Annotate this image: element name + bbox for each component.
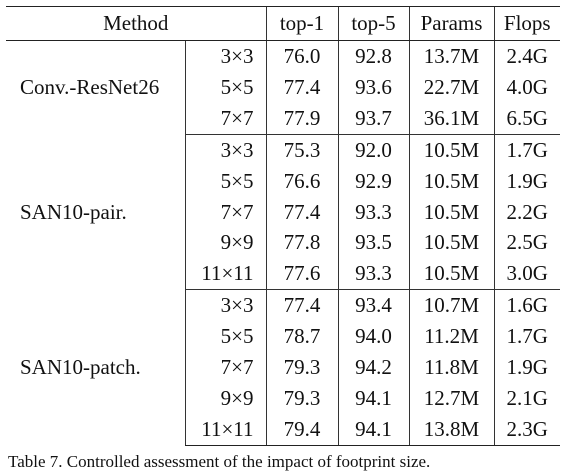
top1-cell: 77.8 xyxy=(265,227,339,259)
flops-cell: 2.2G xyxy=(493,196,561,228)
kernel-size-cell: 9×9 xyxy=(184,227,267,259)
header-flops: Flops xyxy=(493,6,561,41)
table-body: Conv.-ResNet26 3×3 76.0 92.8 13.7M 2.4G 5×5 77.… xyxy=(6,40,561,446)
flops-cell: 1.6G xyxy=(493,289,561,322)
header-top5: top-5 xyxy=(337,6,410,41)
top5-cell: 94.2 xyxy=(337,352,410,383)
params-cell: 10.5M xyxy=(408,134,495,166)
table-row: Conv.-ResNet26 3×3 76.0 92.8 13.7M 2.4G xyxy=(6,40,561,99)
top5-cell: 93.5 xyxy=(337,227,410,259)
top5-cell: 93.6 xyxy=(337,71,410,103)
flops-cell: 4.0G xyxy=(493,71,561,103)
table-row: SAN10-patch. 3×3 77.4 93.4 10.7M 1.6G xyxy=(6,289,561,379)
table-row: 9×9 77.8 93.5 10.5M 2.5G xyxy=(6,227,561,259)
table-row: 11×11 79.4 94.1 13.8M 2.3G xyxy=(6,413,561,446)
table-row: 5×5 76.6 92.9 10.5M 1.9G xyxy=(6,165,561,197)
flops-cell: 1.7G xyxy=(493,134,561,166)
top1-cell: 79.4 xyxy=(265,413,339,446)
flops-cell: 2.3G xyxy=(493,413,561,446)
kernel-size-cell: 5×5 xyxy=(184,71,267,103)
top5-cell: 92.9 xyxy=(337,165,410,197)
kernel-size-cell: 7×7 xyxy=(184,102,267,135)
params-cell: 13.8M xyxy=(408,413,495,446)
flops-cell: 2.4G xyxy=(493,40,561,72)
params-cell: 12.7M xyxy=(408,382,495,414)
top5-cell: 92.0 xyxy=(337,134,410,166)
header-params: Params xyxy=(408,6,495,41)
header-row: Method top-1 top-5 Params Flops xyxy=(6,6,561,41)
top5-cell: 94.1 xyxy=(337,413,410,446)
kernel-size-cell: 11×11 xyxy=(184,413,267,446)
method-name-cell: Conv.-ResNet26 xyxy=(20,75,160,100)
table-row: 5×5 78.7 94.0 11.2M 1.7G xyxy=(6,321,561,353)
top1-cell: 79.3 xyxy=(265,382,339,414)
table-row: 7×7 77.4 93.3 10.5M 2.2G xyxy=(6,196,561,228)
top1-cell: 76.6 xyxy=(265,165,339,197)
top1-cell: 76.0 xyxy=(265,40,339,72)
table-caption: Table 7. Controlled assessment of the im… xyxy=(8,452,431,471)
top5-cell: 93.3 xyxy=(337,258,410,291)
params-cell: 22.7M xyxy=(408,71,495,103)
params-cell: 10.5M xyxy=(408,227,495,259)
kernel-size-cell: 11×11 xyxy=(184,258,267,291)
params-cell: 36.1M xyxy=(408,102,495,135)
top1-cell: 77.6 xyxy=(265,258,339,291)
flops-cell: 2.5G xyxy=(493,227,561,259)
table-row: 7×7 77.9 93.7 36.1M 6.5G xyxy=(6,102,561,135)
kernel-size-cell: 9×9 xyxy=(184,382,267,414)
flops-cell: 3.0G xyxy=(493,258,561,291)
params-cell: 10.5M xyxy=(408,165,495,197)
params-cell: 13.7M xyxy=(408,40,495,72)
flops-cell: 1.9G xyxy=(493,352,561,383)
params-cell: 11.2M xyxy=(408,321,495,353)
kernel-size-cell: 3×3 xyxy=(184,40,267,72)
header-top1: top-1 xyxy=(265,6,339,41)
kernel-size-cell: 3×3 xyxy=(184,134,267,166)
params-cell: 10.7M xyxy=(408,289,495,322)
top1-cell: 75.3 xyxy=(265,134,339,166)
top5-cell: 93.4 xyxy=(337,289,410,322)
params-cell: 11.8M xyxy=(408,352,495,383)
top5-cell: 93.7 xyxy=(337,102,410,135)
kernel-size-cell: 3×3 xyxy=(184,289,267,322)
top1-cell: 77.4 xyxy=(265,289,339,322)
top5-cell: 93.3 xyxy=(337,196,410,228)
table-row: 7×7 79.3 94.2 11.8M 1.9G xyxy=(6,352,561,383)
kernel-size-cell: 5×5 xyxy=(184,321,267,353)
results-table: Method top-1 top-5 Params Flops Conv.-Re… xyxy=(6,6,561,446)
table-row: 11×11 77.6 93.3 10.5M 3.0G xyxy=(6,258,561,291)
params-cell: 10.5M xyxy=(408,258,495,291)
table-row: 5×5 77.4 93.6 22.7M 4.0G xyxy=(6,71,561,103)
table-row: SAN10-pair. 3×3 75.3 92.0 10.5M 1.7G xyxy=(6,134,561,224)
top1-cell: 77.4 xyxy=(265,71,339,103)
method-name-cell: SAN10-patch. xyxy=(20,355,141,380)
flops-cell: 2.1G xyxy=(493,382,561,414)
flops-cell: 1.7G xyxy=(493,321,561,353)
kernel-size-cell: 7×7 xyxy=(184,196,267,228)
kernel-size-cell: 7×7 xyxy=(184,352,267,383)
top5-cell: 94.1 xyxy=(337,382,410,414)
method-name-cell: SAN10-pair. xyxy=(20,199,127,224)
flops-cell: 1.9G xyxy=(493,165,561,197)
top1-cell: 79.3 xyxy=(265,352,339,383)
kernel-size-cell: 5×5 xyxy=(184,165,267,197)
params-cell: 10.5M xyxy=(408,196,495,228)
top1-cell: 77.4 xyxy=(265,196,339,228)
top5-cell: 92.8 xyxy=(337,40,410,72)
top5-cell: 94.0 xyxy=(337,321,410,353)
header-method: Method xyxy=(6,6,267,41)
top1-cell: 77.9 xyxy=(265,102,339,135)
table-row: 9×9 79.3 94.1 12.7M 2.1G xyxy=(6,382,561,414)
top1-cell: 78.7 xyxy=(265,321,339,353)
flops-cell: 6.5G xyxy=(493,102,561,135)
